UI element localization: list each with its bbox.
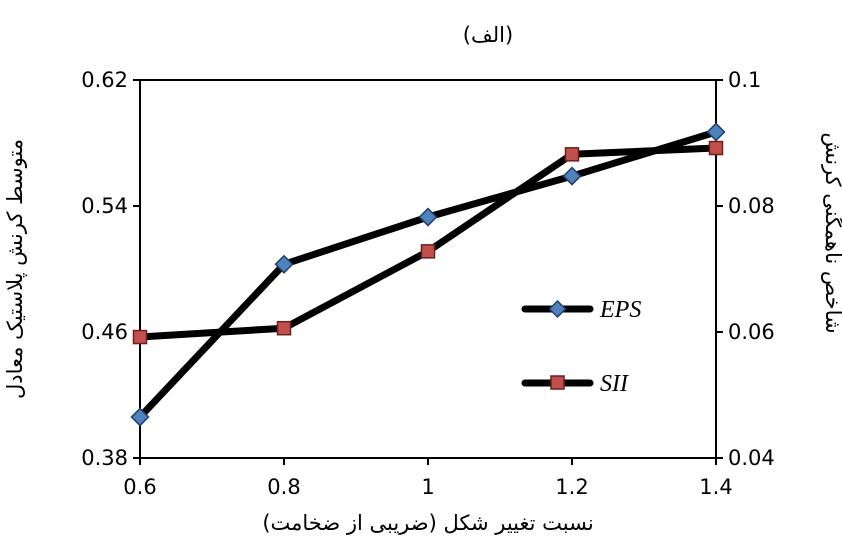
chart-title: (الف) bbox=[463, 23, 513, 47]
legend-eps-marker bbox=[548, 299, 567, 319]
left-axis-label: متوسط کرنش پلاستیک معادل bbox=[3, 139, 27, 399]
data-point-eps bbox=[274, 254, 294, 274]
left-tick-label: 0.38 bbox=[81, 446, 128, 470]
series-line-eps bbox=[136, 128, 720, 421]
data-point-sii bbox=[564, 147, 580, 162]
data-point-sii bbox=[708, 140, 724, 156]
data-point-eps bbox=[706, 122, 726, 142]
data-point-eps bbox=[418, 207, 438, 227]
right-tick-label: 0.08 bbox=[728, 194, 775, 218]
data-point-sii bbox=[132, 329, 148, 345]
right-tick-label: 0.06 bbox=[728, 320, 775, 344]
legend-eps-label: EPS bbox=[599, 297, 641, 323]
right-tick-label: 0.1 bbox=[728, 68, 761, 92]
right-tick-label: 0.04 bbox=[728, 446, 775, 470]
left-tick-label: 0.62 bbox=[81, 68, 128, 92]
data-point-sii bbox=[420, 244, 436, 259]
legend-sii-label: SII bbox=[600, 371, 629, 397]
left-axis-ticks: 0.38 0.46 0.54 0.62 bbox=[81, 68, 140, 470]
plot-area bbox=[139, 79, 717, 459]
x-tick-label: 0.8 bbox=[267, 475, 300, 499]
x-tick-label: 1 bbox=[421, 475, 434, 499]
right-axis-label: شاخص ناهمگنی کرنش bbox=[821, 132, 842, 333]
left-tick-label: 0.46 bbox=[81, 320, 128, 344]
legend-item-eps: EPS bbox=[521, 297, 641, 323]
legend-item-sii: SII bbox=[521, 371, 629, 397]
series-layer bbox=[130, 122, 726, 427]
right-axis-ticks: 0.04 0.06 0.08 0.1 bbox=[716, 68, 775, 470]
series-markers bbox=[130, 122, 726, 427]
data-point-eps bbox=[562, 166, 582, 186]
legend: EPS SII bbox=[521, 297, 641, 397]
data-point-eps bbox=[130, 407, 150, 427]
left-tick-label: 0.54 bbox=[81, 194, 128, 218]
x-tick-label: 0.6 bbox=[123, 475, 156, 499]
series-lines bbox=[136, 128, 720, 421]
x-axis-ticks: 0.6 0.8 1 1.2 1.4 bbox=[123, 458, 733, 499]
x-axis-label: نسبت تغییر شکل (ضریبی از ضخامت) bbox=[262, 511, 593, 535]
legend-sii-marker bbox=[550, 375, 565, 390]
x-tick-label: 1.2 bbox=[555, 475, 588, 499]
x-tick-label: 1.4 bbox=[699, 475, 732, 499]
data-point-sii bbox=[276, 320, 292, 336]
